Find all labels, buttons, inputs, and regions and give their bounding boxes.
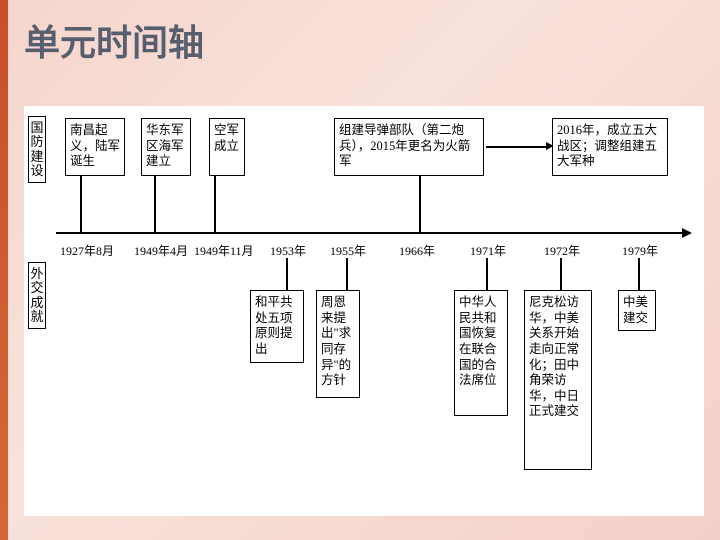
- date-label: 1953年: [270, 242, 306, 259]
- defense-event-box: 组建导弹部队（第二炮兵），2015年更名为火箭军: [334, 118, 484, 176]
- timeline-diagram: 国防建设 外交成就 1927年8月 1949年4月 1949年11月 1953年 195…: [24, 106, 704, 516]
- defense-event-box: 南昌起义，陆军诞生: [65, 118, 125, 176]
- date-label: 1971年: [470, 242, 506, 259]
- page-title: 单元时间轴: [24, 14, 204, 66]
- diplomacy-event-box: 和平共处五项原则提出: [250, 290, 304, 363]
- category-diplomacy: 外交成就: [28, 262, 46, 329]
- diplomacy-event-box: 尼克松访华，中美关系开始走向正常化；田中角荣访华，中日正式建交: [524, 290, 592, 470]
- category-diplomacy-text: 外交成就: [29, 267, 45, 324]
- diplomacy-event-box: 中华人民共和国恢复在联合国的合法席位: [454, 290, 508, 416]
- connector: [154, 184, 156, 232]
- timeline-axis: [56, 232, 684, 234]
- diplomacy-event-box: 中美建交: [618, 290, 656, 331]
- connector-stub: [80, 176, 82, 184]
- connector-stub: [154, 176, 156, 184]
- timeline-arrow: [682, 228, 692, 238]
- defense-event-box: 华东军区海军建立: [141, 118, 191, 176]
- connector: [638, 258, 640, 290]
- accent-bar: [0, 0, 8, 540]
- connector: [214, 184, 216, 232]
- date-label: 1979年: [622, 242, 658, 259]
- connector-stub: [214, 176, 216, 184]
- category-defense-text: 国防建设: [29, 121, 45, 178]
- connector: [286, 258, 288, 290]
- date-label: 1966年: [399, 242, 435, 259]
- connector: [80, 184, 82, 232]
- defense-event-box: 2016年，成立五大战区；调整组建五大军种: [552, 118, 668, 176]
- category-defense: 国防建设: [28, 116, 46, 183]
- date-label: 1949年4月: [134, 242, 188, 259]
- date-label: 1949年11月: [194, 242, 254, 259]
- connector: [419, 184, 421, 232]
- defense-event-box: 空军成立: [209, 118, 245, 176]
- connector-stub: [419, 176, 421, 184]
- connector: [346, 258, 348, 290]
- top-arrow-line: [486, 146, 548, 148]
- connector: [486, 258, 488, 290]
- diplomacy-event-box: 周恩来提出"求同存异"的方针: [316, 290, 360, 398]
- date-label: 1955年: [330, 242, 366, 259]
- date-label: 1972年: [544, 242, 580, 259]
- connector: [560, 258, 562, 290]
- date-label: 1927年8月: [60, 242, 114, 259]
